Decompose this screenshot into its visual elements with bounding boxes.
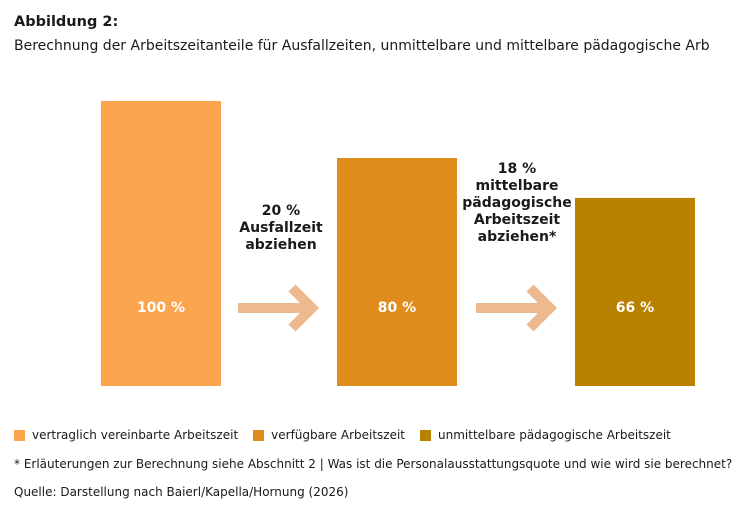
legend-swatch-2 — [253, 429, 265, 441]
annotation-2-line-4: Arbeitszeit — [474, 212, 561, 228]
legend-label-2: verfügbare Arbeitszeit — [271, 428, 406, 442]
bar-chart: 100 % 80 % 66 % 20 % Ausfallzeit abziehen 18 %… — [101, 101, 695, 386]
legend-label-1: vertraglich vereinbarte Arbeitszeit — [32, 428, 239, 442]
legend-swatch-3 — [420, 429, 432, 441]
legend: vertraglich vereinbarte Arbeitszeit verf… — [14, 428, 686, 442]
figure-title: Abbildung 2: — [14, 14, 119, 30]
bar-value-label-1: 100 % — [137, 300, 185, 316]
bar-1 — [101, 101, 221, 386]
annotation-2-line-3: pädagogische — [462, 195, 572, 211]
bar-3 — [575, 197, 695, 386]
bar-value-label-2: 80 % — [378, 300, 416, 316]
bar-2 — [337, 158, 457, 386]
annotation-1-line-2: Ausfallzeit — [239, 220, 323, 236]
legend-item-2: verfügbare Arbeitszeit — [253, 428, 405, 442]
annotation-2-line-2: mittelbare — [476, 178, 559, 194]
source-note: Quelle: Darstellung nach Baierl/Kapella/… — [14, 485, 349, 499]
legend-label-3: unmittelbare pädagogische Arbeitszeit — [438, 428, 671, 442]
annotation-2: 18 % mittelbare pädagogische Arbeitszeit abz… — [462, 161, 572, 245]
bar-value-label-3: 66 % — [616, 300, 654, 316]
annotation-2-line-1: 18 % — [498, 161, 536, 177]
annotation-1-line-1: 20 % — [262, 203, 300, 219]
legend-swatch-1 — [14, 429, 25, 441]
annotation-2-line-5: abziehen* — [478, 229, 557, 245]
legend-item-3: unmittelbare pädagogische Arbeitszeit — [420, 428, 671, 442]
legend-item-1: vertraglich vereinbarte Arbeitszeit — [14, 428, 238, 442]
arrow-2 — [476, 284, 558, 332]
figure-subtitle: Berechnung der Arbeitszeitanteile für Au… — [14, 38, 710, 54]
annotation-1-line-3: abziehen — [245, 237, 316, 253]
annotation-1: 20 % Ausfallzeit abziehen — [239, 203, 323, 253]
footnote: * Erläuterungen zur Berechnung siehe Abs… — [14, 457, 733, 471]
arrow-1 — [238, 284, 320, 332]
